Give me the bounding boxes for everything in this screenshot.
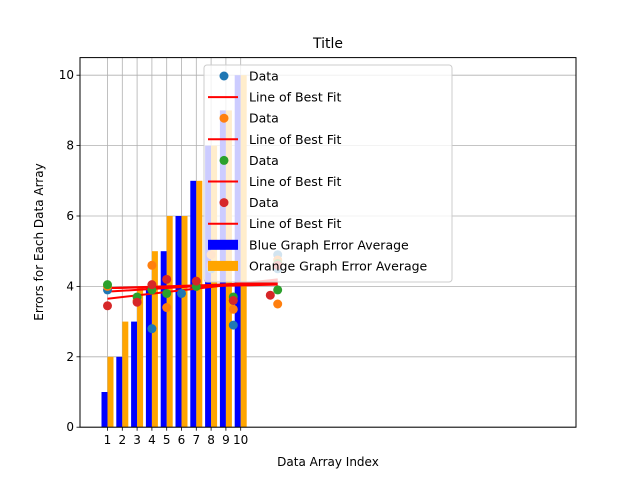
bar-blue [131, 321, 138, 428]
y-axis: 0 2 4 6 8 10 [59, 68, 80, 434]
scatter-point [265, 290, 275, 300]
bar-orange [107, 356, 114, 428]
scatter-point [273, 299, 283, 309]
y-axis-label: Errors for Each Data Array [32, 163, 46, 320]
x-axis: 1 2 3 4 5 6 7 8 9 10 [104, 427, 248, 447]
legend-marker [219, 198, 229, 208]
y-tick-label: 6 [66, 209, 74, 223]
bar-orange [151, 251, 158, 428]
legend-swatch [208, 260, 238, 271]
legend-swatch [208, 239, 238, 250]
scatter-point [147, 324, 157, 334]
legend-marker [219, 71, 229, 81]
x-tick-label: 4 [148, 433, 156, 447]
x-tick-label: 10 [233, 433, 248, 447]
legend-label: Blue Graph Error Average [249, 237, 409, 252]
x-tick-label: 8 [207, 433, 215, 447]
legend-marker [219, 155, 229, 165]
scatter-point [132, 297, 142, 307]
legend: Data Line of Best Fit Data Line of Best Fit… [203, 64, 453, 283]
scatter-point [147, 260, 157, 270]
bar-orange [181, 216, 188, 428]
x-tick-label: 9 [222, 433, 230, 447]
x-tick-label: 1 [104, 433, 112, 447]
legend-label: Orange Graph Error Average [249, 258, 428, 273]
scatter-point [103, 301, 112, 311]
bar-blue [101, 392, 108, 428]
scatter-point [191, 276, 201, 286]
legend-label: Data [249, 195, 279, 210]
y-tick-label: 8 [66, 139, 74, 153]
legend-label: Data [249, 111, 279, 126]
scatter-point [228, 320, 238, 330]
y-tick-label: 10 [59, 68, 74, 82]
y-tick-label: 2 [66, 350, 74, 364]
bar-orange [137, 286, 144, 428]
bar-orange [166, 216, 173, 428]
x-tick-label: 2 [118, 433, 126, 447]
scatter-point [147, 280, 157, 290]
scatter-point [162, 288, 172, 298]
x-tick-label: 3 [133, 433, 141, 447]
scatter-point [273, 285, 283, 295]
legend-label: Data [249, 153, 279, 168]
scatter-point [103, 280, 112, 290]
y-tick-label: 4 [66, 279, 74, 293]
x-tick-label: 5 [163, 433, 171, 447]
y-tick-label: 0 [66, 420, 74, 434]
bar-blue [190, 180, 197, 428]
x-tick-label: 6 [178, 433, 186, 447]
scatter-point [228, 295, 238, 305]
bar-blue [175, 216, 182, 428]
bar-blue [145, 286, 152, 428]
scatter-point [162, 303, 172, 313]
legend-marker [219, 113, 229, 123]
x-tick-label: 7 [192, 433, 200, 447]
legend-label: Line of Best Fit [249, 90, 341, 105]
chart-title: Title [312, 36, 343, 52]
scatter-point [177, 288, 186, 298]
plot-frame [79, 57, 577, 428]
x-axis-label: Data Array Index [277, 455, 379, 469]
legend-label: Line of Best Fit [249, 174, 341, 189]
scatter-point [228, 304, 238, 314]
bar-blue [160, 251, 167, 428]
legend-box [203, 64, 453, 283]
bar-orange [196, 180, 203, 428]
legend-label: Line of Best Fit [249, 216, 341, 231]
bar-blue [116, 356, 123, 428]
scatter-point [162, 274, 172, 284]
legend-label: Data [249, 69, 279, 84]
legend-label: Line of Best Fit [249, 132, 341, 147]
bar-orange [122, 321, 129, 428]
